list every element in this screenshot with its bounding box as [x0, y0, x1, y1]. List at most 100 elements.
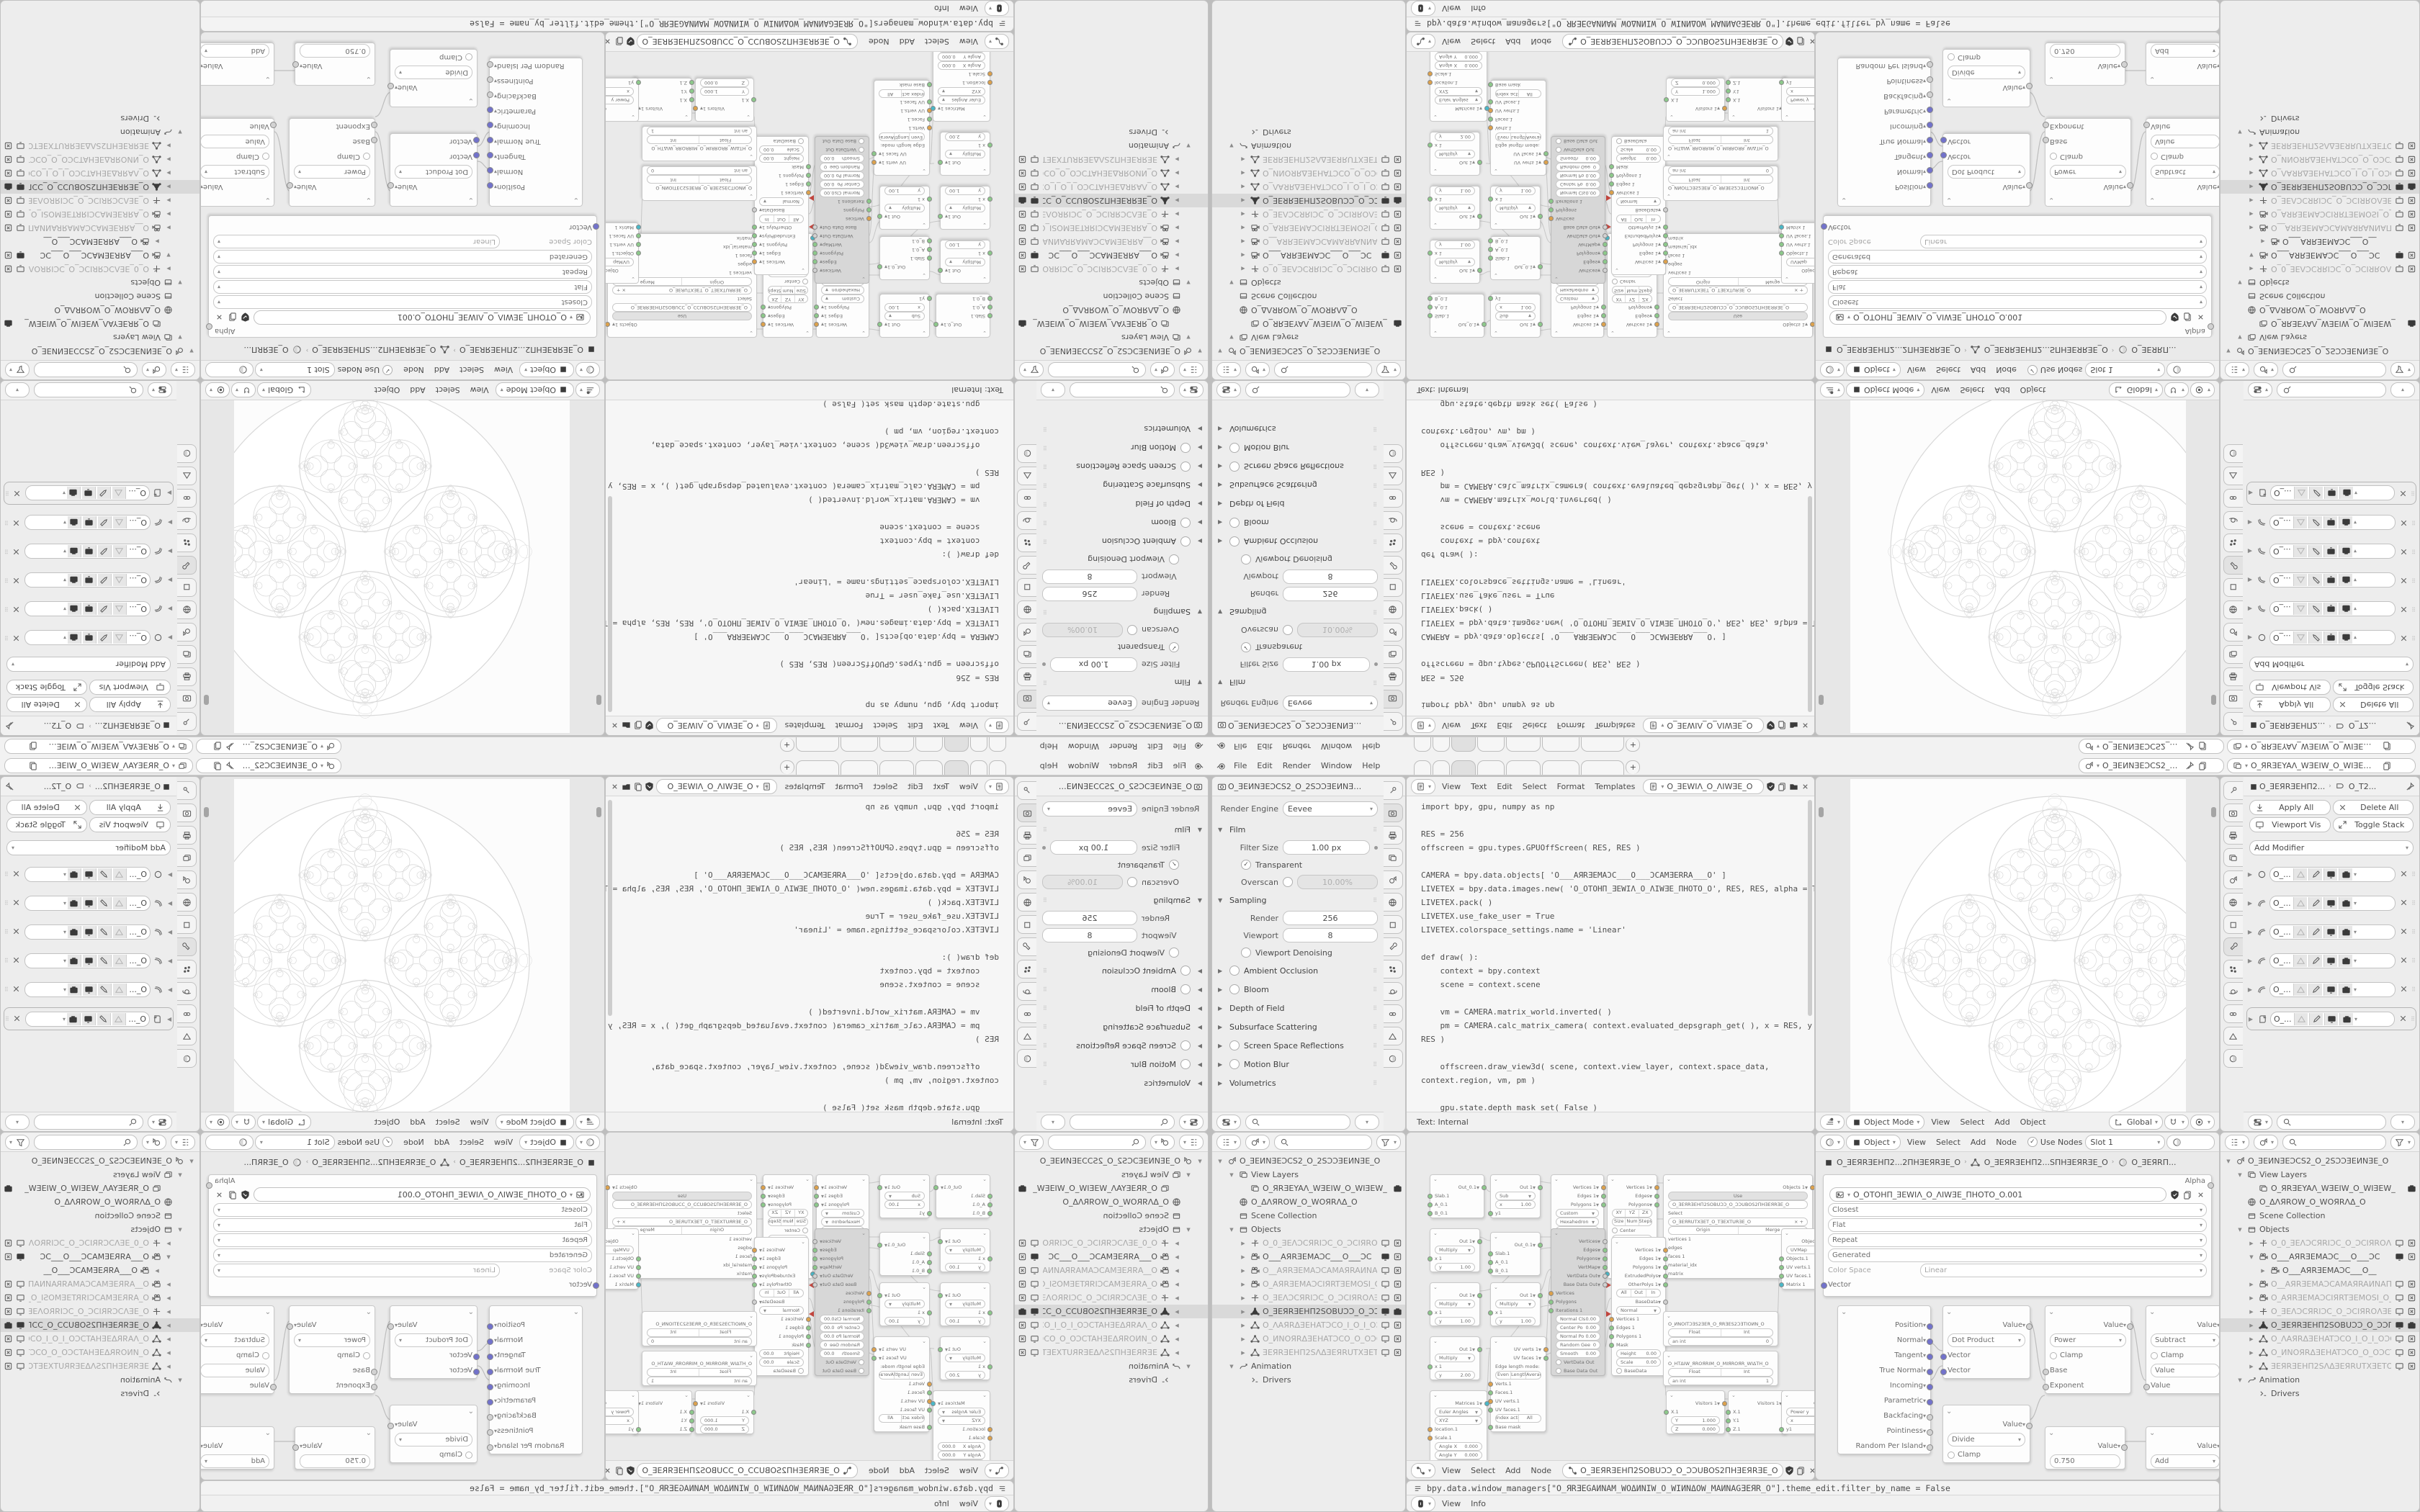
input-socket[interactable]: [806, 1334, 811, 1339]
node-card[interactable]: ⌄ Matrices 1 ▾ Euler Angles ▾ XYZ ▾ location.1…: [1428, 43, 1489, 122]
input-socket[interactable]: [636, 1265, 641, 1270]
modifier-row[interactable]: ▶ O_... ▾ ⠿: [4, 892, 174, 914]
modifier-row[interactable]: ▶ O_... ▾ ⠿: [2246, 627, 2416, 649]
node-header[interactable]: ⌄: [1667, 1352, 1671, 1359]
toggle-edit[interactable]: [2309, 1012, 2323, 1025]
output-socket[interactable]: [1654, 1185, 1659, 1190]
node-header[interactable]: ⌄: [1670, 114, 1674, 120]
enum-select[interactable]: Sub ▾: [884, 1192, 925, 1200]
modifier-name-pill[interactable]: O_... ▾: [24, 866, 151, 882]
expand-triangle-icon[interactable]: ▼: [1229, 334, 1234, 341]
modifier-name-pill[interactable]: O_... ▾: [24, 895, 151, 911]
expand-triangle-icon[interactable]: ▶: [2249, 1240, 2254, 1246]
node-card[interactable]: ⌄ Out 1 ▾ Sub ▾ x 1.00 y1: [877, 1174, 932, 1218]
enum-select[interactable]: Dot Product ▾: [395, 1333, 472, 1347]
expand-triangle-icon[interactable]: ▶: [1241, 266, 1245, 272]
value-field[interactable]: Y 1.000: [700, 1416, 749, 1425]
group-button[interactable]: In: [1651, 1290, 1656, 1295]
outliner-scene[interactable]: ▼ O_ƎEИNƎEƆCS2_O_2SƆƆƎEИNƎE_O: [1015, 1154, 1208, 1168]
modifier-name-pill[interactable]: O_... ▾: [24, 1011, 150, 1027]
properties-tab-constraints[interactable]: [177, 489, 197, 508]
display-toggles[interactable]: ▾: [1178, 1114, 1204, 1130]
breadcrumb-item[interactable]: O_ƎEЯRƎEHΠ2...SΠHƎEЯRƎE_O: [312, 345, 436, 355]
input-socket[interactable]: [1940, 1368, 1947, 1375]
outliner-search[interactable]: [1274, 362, 1372, 378]
text-scrollbar[interactable]: [1808, 800, 1812, 1016]
enum-select[interactable]: Power y▾: [1786, 1408, 1814, 1416]
node-card[interactable]: ⌄ Out 1 ▾ Multiply ▾ x 1 y 1.00: [1428, 186, 1482, 230]
text-menu-templates[interactable]: Templates: [1595, 781, 1636, 791]
toggle-photo[interactable]: [2339, 983, 2352, 996]
outliner-animation[interactable]: ▼ Animation: [1212, 1359, 1405, 1373]
outliner-display-mode[interactable]: ▾: [1216, 362, 1242, 378]
output-socket[interactable]: [761, 322, 766, 327]
outliner-object[interactable]: ▶ O_AЯRƎEMAƆCIЯRTƎEMOSI_O_: [1, 207, 200, 221]
fake-user-shield-icon[interactable]: [1785, 1465, 1795, 1475]
outliner-object[interactable]: ▶ O_ƎEΛƆCЯRIƆC_O_ƆCIЯROΛƎE: [1212, 1291, 1405, 1305]
modifier-delete[interactable]: [2398, 516, 2408, 530]
properties-tab-render[interactable]: [2223, 690, 2243, 708]
output-socket[interactable]: [1654, 1194, 1659, 1199]
copy-icon[interactable]: [633, 781, 643, 791]
enum-select[interactable]: Normal ▾: [1616, 1306, 1661, 1315]
properties-tab-render[interactable]: [1383, 690, 1403, 708]
node-card[interactable]: ⌄ Visitors 1 ▾ X.1 Y 1.000 Z 0.000: [693, 78, 756, 122]
output-socket[interactable]: [812, 259, 817, 264]
input-socket[interactable]: [987, 1256, 992, 1261]
expand-triangle-icon[interactable]: ▶: [2249, 1295, 2254, 1301]
node-header[interactable]: ⌄: [982, 276, 987, 282]
expand-triangle-icon[interactable]: ▶: [1241, 170, 1245, 176]
modifier-row[interactable]: ▶ O_... ▾ ⠿: [2246, 541, 2416, 562]
vector-input-socket[interactable]: [593, 223, 599, 230]
group-button[interactable]: All: [1617, 215, 1632, 222]
value-field[interactable]: an int 1: [647, 1377, 752, 1385]
output-socket[interactable]: [1663, 225, 1668, 230]
value-field[interactable]: an int 0: [1668, 166, 1773, 175]
geo-menu-view[interactable]: View: [1442, 1465, 1461, 1475]
node-card[interactable]: ⌄ Value ▾ Divide ▾ Clamp: [387, 1405, 478, 1463]
node-card[interactable]: ⌄ Vertices ▾ Edges ▾ Polygons ▾ VertMap ▾ Ver…: [1549, 136, 1608, 284]
properties-tab-scene[interactable]: [2223, 623, 2243, 642]
expand-triangle-icon[interactable]: ▶: [167, 870, 173, 878]
node-card[interactable]: ⌄ Out 1 ▾ Sub ▾ x 1.00 y1: [1488, 1174, 1543, 1218]
toggle-photo[interactable]: [68, 631, 81, 644]
enum-select[interactable]: Multiply ▾: [884, 204, 925, 212]
node-header[interactable]: ⌄: [2149, 1308, 2156, 1316]
editor-type-button[interactable]: ▾: [575, 1134, 600, 1150]
outliner-object[interactable]: ▶ O__AЯRƎEMAƆCAMAЯRAИNAΠ_: [2220, 1277, 2419, 1291]
properties-tab-output[interactable]: [1017, 667, 1037, 686]
output-socket[interactable]: [487, 122, 493, 129]
modifier-name-pill[interactable]: O_... ▾: [2269, 515, 2396, 531]
prop-checkbox[interactable]: [1283, 877, 1293, 887]
input-socket[interactable]: [987, 1310, 992, 1315]
toggle-monitor[interactable]: [83, 603, 97, 616]
geo-menu-add[interactable]: Add: [899, 1465, 915, 1475]
expand-triangle-icon[interactable]: ▼: [1218, 348, 1222, 354]
modifier-button-viewport-vis[interactable]: Viewport Vis: [89, 817, 171, 832]
dropdown-chevron-icon[interactable]: ▾: [2354, 577, 2357, 584]
output-socket[interactable]: [1477, 1347, 1482, 1352]
output-socket[interactable]: [1810, 1185, 1814, 1190]
text-datablock[interactable]: ▾ O_ƎEWIΛ_O_ΛIWƎE_O: [656, 718, 777, 734]
toggle-photo[interactable]: [68, 574, 81, 587]
render-engine-select[interactable]: Eevee ▾: [1283, 696, 1378, 711]
node-card[interactable]: ⌄ O_ИNOITƆƎS2ƎER_O_ЯRƎES2ƆƎTIOИN_O Float In…: [1663, 166, 1778, 201]
node-checkbox[interactable]: [1612, 1228, 1618, 1233]
input-socket[interactable]: [2143, 122, 2150, 129]
properties-tab-particles[interactable]: [2223, 534, 2243, 552]
value-field[interactable]: an int 1: [647, 127, 752, 135]
toggle-edit[interactable]: [98, 516, 112, 529]
output-socket[interactable]: [752, 259, 757, 264]
expand-triangle-icon[interactable]: ▶: [167, 577, 173, 584]
section-screen-space-reflections[interactable]: ▶ Screen Space Reflections ⠿: [1036, 457, 1208, 476]
node-checkbox[interactable]: [1616, 1368, 1622, 1374]
button-group[interactable]: Size Num Steps: [1612, 286, 1652, 294]
enum-select[interactable]: Sub ▾: [884, 312, 925, 320]
value-field[interactable]: Center Po 0.00: [820, 1323, 864, 1332]
group-button[interactable]: Length: [894, 1372, 909, 1379]
expand-triangle-icon[interactable]: ▶: [2249, 1281, 2254, 1287]
output-socket[interactable]: [1601, 1194, 1606, 1199]
shader-type-select[interactable]: Object ▾: [1846, 362, 1901, 378]
image-texture-node[interactable]: Alpha ▾ O_OTOHΠ_ƎEWIΛ_O_ΛIWƎE_ΠHOTO_O.00…: [206, 1174, 599, 1297]
workspace-tab-1[interactable]: [1414, 737, 1432, 752]
